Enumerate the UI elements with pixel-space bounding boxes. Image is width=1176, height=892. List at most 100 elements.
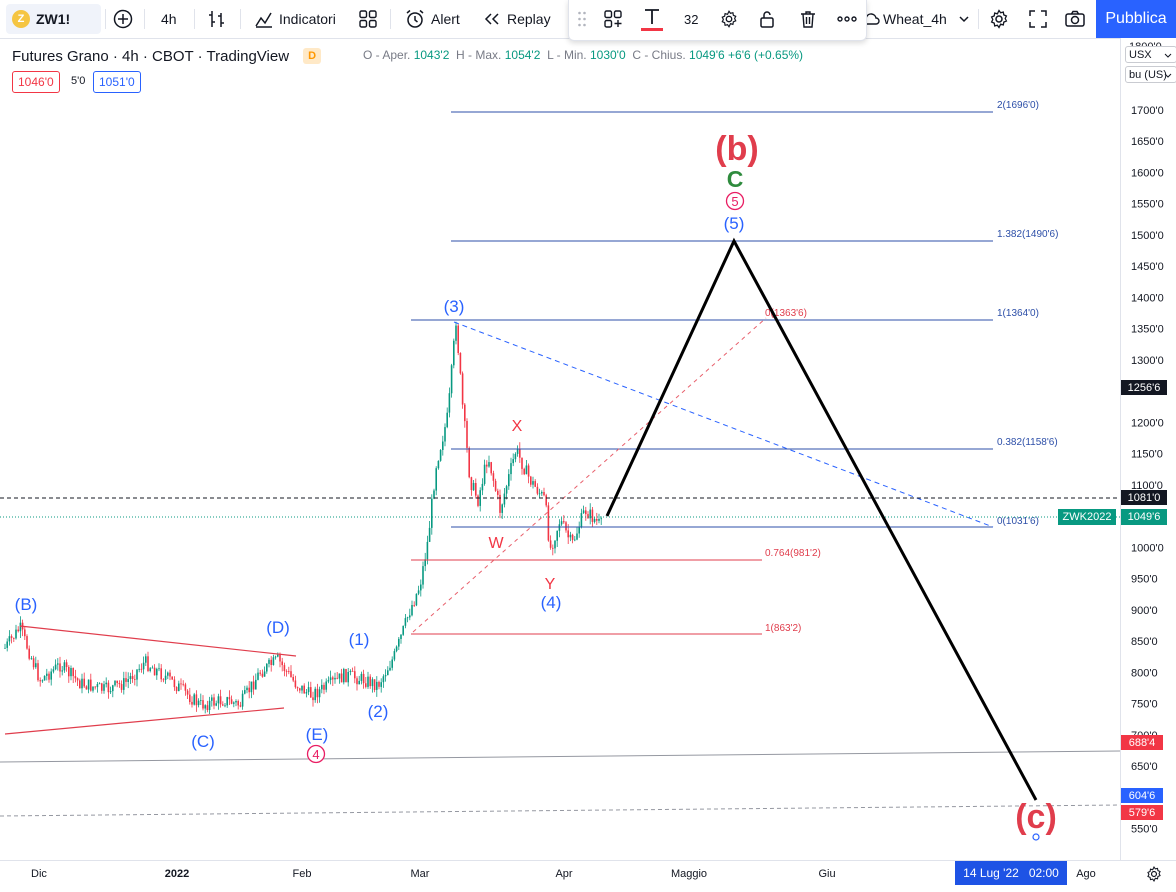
candle-body bbox=[123, 678, 125, 690]
candle-body bbox=[492, 473, 495, 481]
candle-body bbox=[402, 625, 404, 635]
bid-button[interactable]: 1046'0 bbox=[12, 71, 60, 93]
ask-button[interactable]: 1051'0 bbox=[93, 71, 141, 93]
drawing-settings-button[interactable] bbox=[719, 0, 739, 38]
candle-body bbox=[274, 656, 277, 658]
indicators-button[interactable]: Indicatori bbox=[253, 0, 336, 38]
candle-body bbox=[206, 705, 209, 710]
wave-label-5: (5) bbox=[724, 214, 745, 233]
candle-body bbox=[371, 679, 374, 687]
candle-body bbox=[41, 680, 44, 682]
template-button[interactable] bbox=[603, 0, 623, 38]
gear-icon bbox=[721, 10, 737, 28]
candle-body bbox=[281, 661, 283, 666]
lock-button[interactable] bbox=[757, 0, 777, 38]
triangle-lower-line bbox=[4, 707, 285, 735]
candle-body bbox=[17, 629, 19, 632]
candle-body bbox=[444, 427, 446, 442]
candle-body bbox=[268, 659, 270, 664]
price-axis-label: 950'0 bbox=[1131, 574, 1158, 586]
triangle-upper-line bbox=[19, 625, 297, 657]
alert-button[interactable]: Alert bbox=[404, 0, 460, 38]
chart-type-button[interactable] bbox=[206, 0, 228, 38]
candle-body bbox=[448, 393, 451, 413]
candle-body bbox=[186, 690, 189, 695]
divider bbox=[194, 9, 195, 29]
templates-button[interactable] bbox=[358, 0, 378, 38]
gear-icon[interactable] bbox=[1145, 865, 1163, 883]
snapshot-button[interactable] bbox=[1064, 0, 1086, 38]
candle-body bbox=[15, 629, 17, 639]
compare-button[interactable] bbox=[112, 0, 134, 38]
settings-button[interactable] bbox=[988, 0, 1010, 38]
wave-label-1: (1) bbox=[349, 630, 370, 649]
candle-body bbox=[453, 340, 455, 366]
price-axis[interactable]: 1800'0 1700'01650'01600'01550'01500'0145… bbox=[1120, 38, 1176, 860]
open-value: 1043'2 bbox=[413, 48, 450, 62]
candle-body bbox=[118, 683, 121, 685]
chevron-down-icon bbox=[959, 16, 969, 23]
interval-button[interactable]: 4h bbox=[161, 11, 177, 27]
low-value: 1030'0 bbox=[589, 48, 626, 62]
price-axis-label: 1400'0 bbox=[1131, 292, 1164, 304]
candle-body bbox=[180, 683, 182, 685]
candle-body bbox=[314, 688, 316, 701]
candle-body bbox=[532, 481, 534, 485]
alarm-clock-icon bbox=[406, 9, 424, 28]
candle-body bbox=[59, 663, 61, 672]
candle-body bbox=[400, 634, 402, 639]
symbol-title[interactable]: Futures Grano · 4h · CBOT · TradingView bbox=[12, 47, 290, 65]
currency-select[interactable]: USX bbox=[1125, 46, 1176, 63]
wave-label-W: W bbox=[488, 535, 504, 552]
unit-value: bu (US) bbox=[1129, 68, 1167, 81]
candle-body bbox=[569, 534, 572, 538]
candle-body bbox=[171, 676, 173, 680]
fullscreen-button[interactable] bbox=[1028, 0, 1048, 38]
candle-body bbox=[61, 670, 63, 672]
candle-body bbox=[261, 673, 264, 677]
support-line bbox=[0, 750, 1120, 763]
time-axis[interactable]: Dic 2022 Feb Mar Apr Maggio Giu Ago 14 L… bbox=[0, 860, 1176, 892]
price-axis-label: 1650'0 bbox=[1131, 136, 1164, 148]
projection-price-tag: 604'6 bbox=[1121, 788, 1163, 803]
unit-select[interactable]: bu (US) bbox=[1125, 66, 1176, 83]
candle-body bbox=[589, 509, 591, 519]
candle-body bbox=[424, 559, 426, 567]
publish-button[interactable]: Pubblica bbox=[1096, 0, 1176, 38]
candle-body bbox=[213, 697, 215, 706]
more-button[interactable] bbox=[837, 0, 857, 38]
candle-body bbox=[46, 673, 48, 676]
candle-body bbox=[19, 622, 22, 632]
replay-button[interactable]: Replay bbox=[483, 0, 551, 38]
candle-body bbox=[202, 700, 204, 709]
candle-body bbox=[365, 683, 367, 687]
candle-body bbox=[54, 664, 57, 670]
font-size-button[interactable]: 32 bbox=[684, 11, 699, 27]
high-value: 1054'2 bbox=[504, 48, 541, 62]
candle-body bbox=[237, 701, 239, 706]
candle-body bbox=[52, 669, 55, 672]
more-icon bbox=[837, 16, 857, 22]
candle-body bbox=[101, 683, 103, 691]
candle-body bbox=[191, 701, 193, 705]
delete-button[interactable] bbox=[798, 0, 818, 38]
price-axis-label: 1150'0 bbox=[1131, 449, 1163, 461]
candle-body bbox=[593, 519, 596, 522]
candle-body bbox=[164, 675, 167, 680]
price-axis-label: 800'0 bbox=[1131, 667, 1158, 679]
candle-body bbox=[252, 681, 255, 690]
data-badge[interactable]: D bbox=[303, 48, 322, 64]
candle-body bbox=[303, 685, 305, 694]
candle-body bbox=[470, 477, 473, 491]
candle-body bbox=[519, 448, 521, 458]
symbol-search[interactable]: Z ZW1! bbox=[6, 4, 101, 34]
layout-button[interactable]: Wheat_4h bbox=[861, 0, 971, 38]
text-color-button[interactable] bbox=[641, 0, 663, 38]
candle-body bbox=[208, 700, 211, 710]
candle-body bbox=[50, 671, 52, 680]
drag-handle[interactable] bbox=[577, 0, 587, 38]
candle-body bbox=[233, 702, 235, 704]
candle-body bbox=[505, 486, 508, 494]
price-chart[interactable]: 2(1696'0) 1.382(1490'6) 1(1364'0) 0.382(… bbox=[0, 38, 1120, 860]
candle-body bbox=[112, 685, 114, 692]
